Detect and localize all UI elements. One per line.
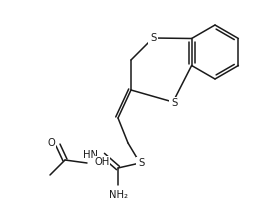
Text: HN: HN xyxy=(83,150,98,160)
Text: NH₂: NH₂ xyxy=(109,190,127,200)
Text: OH: OH xyxy=(94,157,109,167)
Text: S: S xyxy=(171,98,177,108)
Text: S: S xyxy=(150,33,156,43)
Text: S: S xyxy=(138,158,144,168)
Text: O: O xyxy=(47,138,55,148)
